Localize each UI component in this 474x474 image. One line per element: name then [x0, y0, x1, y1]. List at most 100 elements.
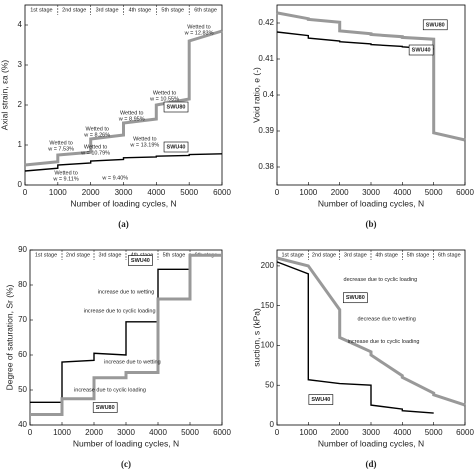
annotation: increase due to cyclic loading [84, 309, 156, 315]
y-tick-label: 3 [18, 60, 23, 69]
y-tick-label: 200 [261, 261, 275, 270]
legend-label: SWU80 [167, 104, 186, 110]
legend-box [343, 292, 368, 304]
x-tick-label: 6000 [456, 188, 474, 197]
annotation: w = 7.53% [47, 146, 74, 152]
series-line [276, 256, 466, 407]
annotation: increase due to cyclic loading [348, 339, 420, 345]
x-axis-label: Number of loading cycles, N [318, 438, 424, 448]
y-tick-label: 150 [261, 301, 275, 310]
x-tick-label: 5000 [425, 188, 443, 197]
y-tick-label: 70 [18, 315, 27, 324]
series-line [24, 29, 223, 167]
x-tick-label: 4000 [147, 188, 165, 197]
annotation: w = 12.83% [184, 30, 214, 36]
x-tick-label: 4000 [149, 428, 167, 437]
annotation: Wetted to [120, 110, 143, 116]
annotation: Wetted to [133, 136, 156, 142]
x-tick-label: 0 [275, 188, 280, 197]
annotation: w = 8.95% [118, 116, 145, 122]
x-tick-label: 6000 [213, 188, 231, 197]
panel-label: (b) [366, 219, 377, 229]
y-tick-label: 60 [18, 350, 27, 359]
stage-label: 1st stage [35, 252, 57, 258]
x-tick-label: 6000 [456, 428, 474, 437]
legend-label: SWU40 [167, 144, 186, 150]
stage-label: 5th stage [407, 252, 430, 258]
annotation: w = 13.19% [129, 142, 159, 148]
y-tick-label: 40 [18, 420, 27, 429]
x-tick-label: 1000 [299, 188, 317, 197]
annotation: w = 8.26% [83, 132, 110, 138]
y-tick-label: 0.39 [258, 126, 274, 135]
annotation: Wetted to [153, 90, 176, 96]
annotation: w = 10.79% [80, 150, 110, 156]
stage-label: 4th stage [129, 7, 152, 13]
panel-label: (a) [118, 219, 129, 229]
legend-box [163, 141, 189, 153]
x-tick-label: 0 [23, 188, 28, 197]
y-axis-label: Axial strain, εa (%) [0, 60, 9, 131]
series-line [276, 31, 434, 50]
stage-label: 5th stage [163, 252, 186, 258]
y-tick-label: 0.4 [263, 90, 275, 99]
legend-label: SWU40 [311, 397, 330, 403]
series-line [24, 153, 223, 172]
y-tick-label: 80 [18, 280, 27, 289]
x-tick-label: 4000 [393, 428, 411, 437]
y-tick-label: 1 [18, 140, 23, 149]
y-tick-label: 0 [18, 180, 23, 189]
y-tick-label: 4 [18, 20, 23, 29]
x-tick-label: 0 [275, 428, 280, 437]
x-tick-label: 3000 [117, 428, 135, 437]
annotation: Wetted to [49, 140, 72, 146]
annotation: increase due to cyclic loading [74, 387, 146, 393]
x-tick-label: 2000 [331, 188, 349, 197]
x-tick-label: 6000 [213, 428, 231, 437]
x-tick-label: 2000 [82, 188, 100, 197]
x-tick-label: 4000 [393, 188, 411, 197]
x-tick-label: 1000 [299, 428, 317, 437]
y-axis-label: suction, s (kPa) [251, 308, 261, 367]
stage-label: 4th stage [375, 252, 398, 258]
y-tick-label: 0.42 [258, 18, 274, 27]
x-axis-label: Number of loading cycles, N [70, 198, 176, 208]
y-tick-label: 50 [18, 385, 27, 394]
plot-frame [276, 4, 466, 186]
annotation: w = 9.40% [101, 176, 128, 182]
annotation: Wetted to [84, 144, 107, 150]
panel-label: (d) [366, 459, 377, 469]
x-tick-label: 1000 [49, 188, 67, 197]
y-tick-label: 50 [265, 380, 274, 389]
stage-label: 3rd stage [99, 252, 122, 258]
x-tick-label: 5000 [180, 188, 198, 197]
legend-box [92, 402, 118, 413]
legend-box [308, 394, 334, 405]
y-tick-label: 0.41 [258, 54, 274, 63]
legend-box [422, 19, 448, 31]
x-tick-label: 5000 [181, 428, 199, 437]
y-axis-label: Void ratio, e (-) [251, 67, 261, 123]
legend-label: SWU80 [96, 405, 115, 411]
stage-label: 2nd stage [66, 252, 90, 258]
annotation: w = 10.55% [149, 96, 179, 102]
series-line [276, 11, 466, 142]
x-tick-label: 5000 [425, 428, 443, 437]
stage-label: 2nd stage [62, 7, 86, 13]
stage-label: 1st stage [282, 252, 304, 258]
legend-box [128, 255, 153, 266]
legend-label: SWU40 [412, 47, 431, 53]
stage-label: 1st stage [30, 7, 52, 13]
x-axis-label: Number of loading cycles, N [73, 438, 179, 448]
annotation: Wetted to [86, 126, 109, 132]
stage-label: 5th stage [161, 7, 184, 13]
series-line [30, 253, 222, 416]
stage-label: 3rd stage [344, 252, 367, 258]
stage-label: 2nd stage [312, 252, 336, 258]
annotation: decrease due to wetting [357, 317, 415, 323]
annotation: decrease due to cyclic loading [344, 277, 418, 283]
x-tick-label: 2000 [85, 428, 103, 437]
series-line [30, 268, 190, 403]
